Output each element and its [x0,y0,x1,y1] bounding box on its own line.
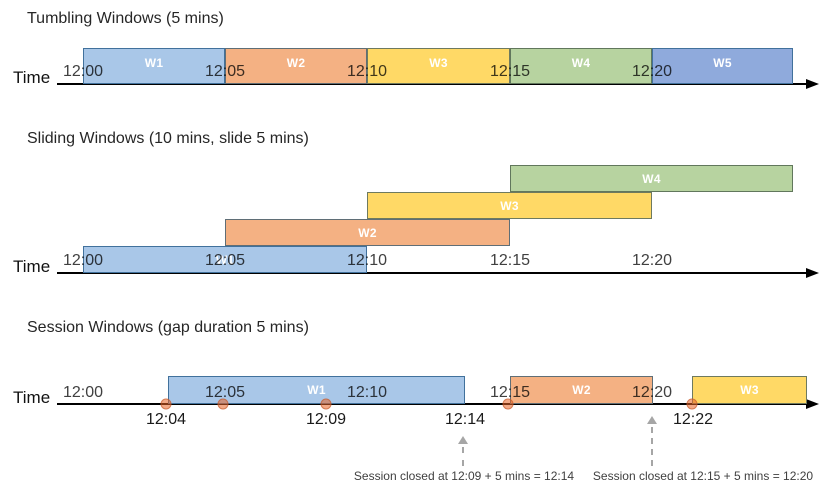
window-label: W2 [286,56,306,70]
tick-label: 12:15 [489,384,531,401]
time-axis-label: Time [13,257,51,276]
callout-arrow-line [462,447,464,466]
callout-arrow-icon [458,436,468,444]
event-dot [320,398,332,410]
tick-label: 12:20 [631,384,673,401]
window-box-w2: W2 [225,48,367,84]
tick-label: 12:05 [204,384,246,401]
timeline [57,272,808,274]
timeline-arrow-icon [806,79,819,89]
callout-arrow-icon [647,416,657,424]
window-label: W1 [144,56,164,70]
window-box-w1: W1 [83,48,225,84]
window-box-w5: W5 [652,48,793,84]
callout-text: Session closed at 12:09 + 5 mins = 12:14 [353,469,575,483]
tick-label: 12:10 [346,252,388,269]
window-box-w1: W1 [83,246,367,273]
tick-label: 12:15 [489,252,531,269]
window-box-w2: W2 [225,219,510,246]
event-time-label: 12:04 [145,411,187,428]
tick-label: 12:05 [204,252,246,269]
window-box-w4: W4 [510,165,793,192]
tick-label: 12:00 [62,252,104,269]
window-label: W1 [307,383,326,397]
timeline [57,403,808,405]
window-label: W1 [215,252,235,267]
tick-label: 12:10 [346,384,388,401]
event-dot [217,398,229,410]
window-label: W2 [572,383,591,397]
tick-label: 12:20 [631,63,673,80]
window-label: W4 [571,56,591,70]
window-label: W3 [500,198,519,213]
tick-label: 12:00 [62,63,104,80]
event-dot [686,398,698,410]
timeline-arrow-icon [806,399,819,409]
callout-arrow-line [651,427,653,466]
section-title-sliding: Sliding Windows (10 mins, slide 5 mins) [27,130,309,147]
timeline-arrow-icon [806,268,819,278]
window-label: W5 [713,56,732,70]
window-box-w3: W3 [367,192,652,219]
section-title-tumbling: Tumbling Windows (5 mins) [27,10,224,27]
window-box-w2: W2 [510,376,653,404]
section-title-session: Session Windows (gap duration 5 mins) [27,319,309,336]
time-axis-label: Time [13,388,51,407]
window-label: W4 [642,171,661,186]
callout-text: Session closed at 12:15 + 5 mins = 12:20 [592,469,814,483]
event-time-label: 12:22 [672,411,714,428]
event-time-label: 12:14 [444,411,486,428]
event-dot [160,398,172,410]
tick-label: 12:05 [204,63,246,80]
tick-label: 12:20 [631,252,673,269]
tick-label: 12:15 [489,63,531,80]
time-axis-label: Time [13,68,51,87]
event-time-label: 12:09 [305,411,347,428]
window-box-w4: W4 [510,48,652,84]
tick-label: 12:10 [346,63,388,80]
window-box-w3: W3 [367,48,510,84]
window-box-w1: W1 [168,376,465,404]
timeline [57,83,808,85]
tick-label: 12:00 [62,384,104,401]
window-label: W3 [740,383,759,397]
event-dot [502,398,514,410]
window-box-w3: W3 [692,376,807,404]
window-label: W3 [429,56,448,70]
window-label: W2 [358,225,377,240]
